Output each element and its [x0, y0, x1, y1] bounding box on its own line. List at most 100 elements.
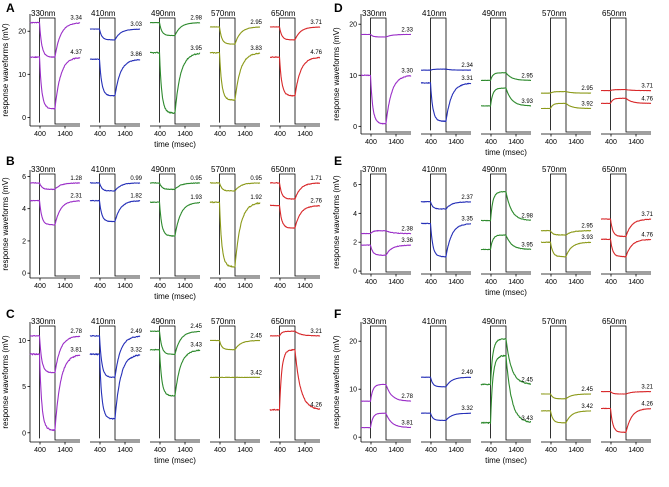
- x-tick-label: 1400: [117, 283, 133, 290]
- x-tick-label: 400: [485, 447, 497, 454]
- y-axis-label: response waveforms (mV): [1, 335, 10, 429]
- x-tick-label: 1400: [388, 279, 404, 286]
- series-value-label: 3.86: [130, 52, 142, 58]
- x-tick-label: 400: [274, 283, 286, 290]
- series-line-2.34: [420, 68, 472, 71]
- series-value-label: 3.42: [581, 404, 593, 410]
- series-value-label: 3.71: [310, 20, 322, 26]
- stimulus-marker: [430, 325, 471, 441]
- y-tick-label: 6: [353, 182, 357, 189]
- wavelength-label: 490nm: [482, 165, 507, 174]
- series-value-label: 3.95: [521, 242, 533, 248]
- series-value-label: 2.45: [250, 333, 262, 339]
- series-value-label: 3.36: [401, 238, 413, 244]
- series-value-label: 3.34: [70, 16, 82, 22]
- series-line-4.76: [600, 97, 652, 104]
- series-line-4.76: [600, 238, 652, 258]
- wavelength-label: 330nm: [31, 9, 56, 18]
- y-tick-label: 20: [18, 29, 26, 36]
- wavelength-label: 410nm: [422, 165, 447, 174]
- series-line-3.93: [540, 241, 592, 258]
- series-line-2.31: [29, 199, 81, 226]
- series-value-label: 3.32: [130, 347, 142, 353]
- series-line-1.71: [269, 182, 321, 200]
- series-value-label: 2.95: [521, 73, 533, 79]
- series-value-label: 4.76: [641, 96, 653, 102]
- series-line-1.93: [149, 201, 201, 237]
- stimulus-marker: [39, 17, 80, 125]
- series-value-label: 4.26: [641, 401, 653, 407]
- stimulus-marker: [550, 325, 591, 441]
- stimulus-marker: [490, 325, 531, 441]
- x-tick-label: 400: [545, 139, 557, 146]
- series-line-3.71: [269, 26, 321, 41]
- y-axis-label: response waveforms (mV): [332, 175, 341, 269]
- series-line-1.92: [209, 201, 261, 268]
- series-line-2.49: [89, 334, 141, 379]
- y-tick-label: 10: [18, 338, 26, 345]
- series-value-label: 4.26: [310, 403, 322, 409]
- subpanel-570nm: 400 1400 570nm 2.45 3.42: [209, 317, 263, 454]
- x-axis-label: time (msec): [154, 140, 196, 149]
- subpanel-490nm: 400 1400 490nm 2.98 3.95: [480, 165, 534, 286]
- series-line-2.95: [209, 26, 261, 45]
- panel-label: D: [334, 1, 343, 15]
- series-value-label: 2.45: [521, 377, 533, 383]
- series-line-3.86: [89, 58, 141, 97]
- wavelength-label: 330nm: [362, 317, 387, 326]
- series-value-label: 1.71: [310, 176, 322, 182]
- series-value-label: 2.34: [461, 63, 473, 69]
- series-line-3.30: [360, 74, 412, 125]
- stimulus-marker: [219, 173, 260, 277]
- x-tick-label: 1400: [508, 139, 524, 146]
- series-value-label: 2.98: [190, 16, 202, 22]
- series-value-label: 3.30: [401, 68, 413, 74]
- y-tick-label: 0: [22, 430, 26, 437]
- wavelength-label: 650nm: [602, 165, 627, 174]
- series-value-label: 0.99: [130, 176, 142, 182]
- x-tick-label: 1400: [388, 447, 404, 454]
- x-tick-label: 400: [274, 447, 286, 454]
- stimulus-marker: [490, 173, 531, 273]
- x-tick-label: 400: [365, 447, 377, 454]
- subpanel-650nm: 400 1400 650nm 3.71 4.76: [600, 9, 654, 146]
- x-tick-label: 1400: [628, 139, 644, 146]
- y-axis-label: response waveforms (mV): [332, 335, 341, 429]
- subpanel-410nm: 400 1400 410nm 2.37 3.35: [420, 165, 474, 286]
- x-tick-label: 400: [605, 447, 617, 454]
- stimulus-marker: [39, 325, 80, 441]
- x-axis-label: time (msec): [485, 148, 527, 157]
- panel-label: F: [334, 307, 341, 321]
- series-line-3.32: [420, 412, 472, 422]
- stimulus-marker: [610, 173, 651, 273]
- y-tick-label: 10: [18, 72, 26, 79]
- series-line-2.37: [420, 201, 472, 210]
- series-line-0.95: [149, 182, 201, 191]
- y-tick-label: 0: [353, 435, 357, 442]
- wavelength-label: 570nm: [211, 165, 236, 174]
- series-line-2.78: [29, 334, 81, 374]
- wavelength-label: 410nm: [422, 9, 447, 18]
- wavelength-label: 650nm: [271, 9, 296, 18]
- series-value-label: 3.21: [641, 385, 653, 391]
- series-line-2.95: [540, 229, 592, 236]
- x-tick-label: 400: [485, 279, 497, 286]
- stimulus-marker: [550, 17, 591, 133]
- wavelength-label: 650nm: [602, 317, 627, 326]
- series-line-4.76: [269, 56, 321, 97]
- subpanel-410nm: 400 1400 410nm 0.99 1.82: [89, 165, 143, 290]
- series-value-label: 3.31: [461, 76, 473, 82]
- series-line-3.42: [540, 410, 592, 424]
- series-line-4.26: [600, 407, 652, 434]
- x-tick-label: 1400: [568, 447, 584, 454]
- x-tick-label: 400: [154, 447, 166, 454]
- subpanel-490nm: 400 1400 490nm 2.45 3.43: [149, 317, 203, 454]
- series-value-label: 2.45: [190, 324, 202, 330]
- series-line-2.78: [360, 383, 412, 402]
- x-tick-label: 1400: [57, 283, 73, 290]
- subpanel-490nm: 400 1400 490nm 2.45 3.43: [480, 317, 534, 454]
- x-tick-label: 400: [214, 447, 226, 454]
- series-line-3.35: [420, 222, 472, 258]
